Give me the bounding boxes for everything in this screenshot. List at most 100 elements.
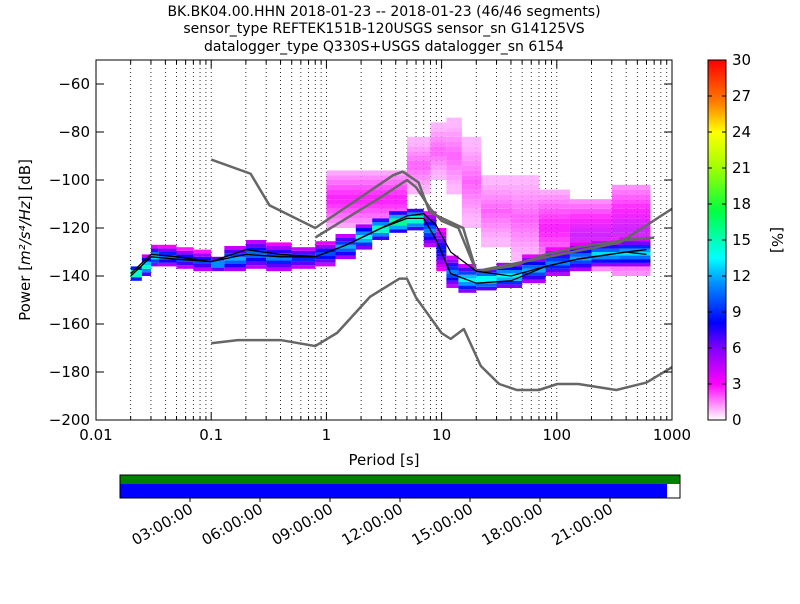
density-cell [446,156,462,161]
density-cell [150,248,159,252]
density-cell [510,204,539,209]
density-cell [446,175,462,180]
density-cell [176,254,194,258]
colorbar-tick-label: 27 [732,87,751,105]
density-cell [611,194,651,200]
y-axis-label-text: Power [ [16,265,34,321]
density-cell [224,264,246,268]
density-cell [355,246,373,250]
x-axis-label: Period [s] [348,451,419,469]
density-cell [496,277,523,281]
density-cell [611,189,651,195]
density-cell [522,254,546,258]
density-cell [245,261,267,266]
density-cell [446,189,462,195]
density-band [315,241,336,267]
density-cell [446,259,459,263]
density-cell [461,199,482,204]
density-cell [224,267,246,272]
density-cell [436,235,447,239]
density-cell [436,238,447,243]
sparse-band [510,175,539,262]
density-cell [569,223,612,228]
density-cell [522,261,546,266]
density-cell [406,156,431,161]
density-cell [538,237,570,243]
density-cell [406,160,431,166]
density-cell [406,223,424,227]
density-cell [315,248,336,252]
density-cell [436,228,447,232]
density-cell [619,255,651,260]
density-cell [481,218,511,224]
density-cell [291,250,316,255]
density-cell [372,236,390,240]
density-cell [446,117,462,123]
density-cell [481,213,511,219]
density-cell [461,208,482,214]
density-cell [496,280,523,285]
density-cell [510,175,539,180]
density-cell [510,228,539,233]
density-cell [461,141,482,147]
x-tick-label: 0.01 [79,426,112,444]
density-cell [446,180,462,185]
density-cell [315,262,336,267]
density-cell [481,223,511,228]
density-cell [436,246,447,250]
density-cell [326,184,407,190]
density-cell [481,189,511,195]
density-cell [458,289,477,293]
density-cell [224,256,246,261]
y-tick-label: −100 [49,171,90,189]
density-cell [510,237,539,243]
density-cell [130,273,142,278]
density-band [211,256,225,272]
density-cell [619,252,651,256]
timeline-tick-label: 15:00:00 [409,500,476,549]
density-cell [406,136,431,142]
density-cell [193,264,212,268]
density-cell [611,184,651,190]
density-cell [446,136,462,142]
density-band [224,246,246,272]
density-band [372,218,390,240]
y-tick-label: −60 [58,75,90,93]
density-cell [266,242,292,246]
density-cell [461,146,482,152]
density-band [245,240,267,269]
density-cell [335,248,356,252]
density-cell [158,255,177,260]
density-cell [538,232,570,238]
density-cell [481,208,511,214]
density-cell [461,151,482,156]
density-cell [430,132,447,137]
density-cell [538,208,570,214]
density-cell [406,170,431,176]
density-cell [619,248,651,252]
density-cell [389,211,407,215]
density-cell [461,194,482,200]
density-cell [545,247,570,251]
density-cell [481,232,511,238]
density-cell [326,170,407,176]
density-cell [458,274,477,279]
density-cell [245,240,267,244]
density-cell [569,253,592,257]
density-cell [510,232,539,238]
nlnm-curve [211,277,672,392]
density-cell [176,265,194,269]
timeline-tick-label: 18:00:00 [479,500,546,549]
density-cell [446,262,459,267]
grid-lines [95,60,668,420]
y-axis-label-suffix: ] [dB] [16,159,34,201]
density-cell [591,262,620,267]
density-cell [389,222,407,226]
density-cell [538,228,570,233]
density-cell [436,231,447,236]
density-cell [481,194,511,200]
density-cell [315,244,336,249]
density-cell [510,242,539,248]
density-cell [510,184,539,190]
density-cell [430,165,447,171]
